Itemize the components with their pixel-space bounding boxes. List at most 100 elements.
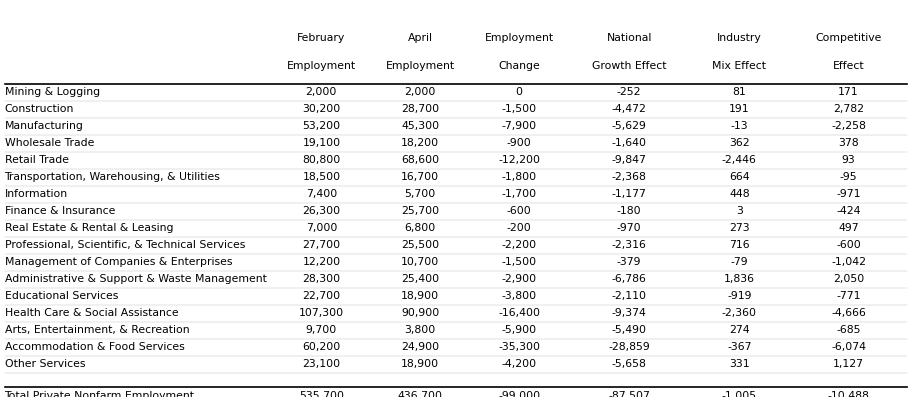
Text: 25,700: 25,700 bbox=[401, 206, 439, 216]
Text: 18,500: 18,500 bbox=[303, 172, 341, 182]
Text: 535,700: 535,700 bbox=[299, 391, 344, 397]
Text: 80,800: 80,800 bbox=[303, 155, 341, 165]
Text: -771: -771 bbox=[836, 291, 861, 301]
Text: 171: 171 bbox=[838, 87, 859, 97]
Text: 191: 191 bbox=[729, 104, 750, 114]
Text: -5,490: -5,490 bbox=[612, 326, 646, 335]
Text: -1,500: -1,500 bbox=[502, 257, 536, 267]
Text: -2,446: -2,446 bbox=[722, 155, 756, 165]
Text: 18,900: 18,900 bbox=[401, 359, 439, 369]
Text: 25,400: 25,400 bbox=[401, 274, 439, 284]
Text: -35,300: -35,300 bbox=[498, 342, 540, 353]
Text: 28,300: 28,300 bbox=[303, 274, 341, 284]
Text: -180: -180 bbox=[617, 206, 642, 216]
Text: -16,400: -16,400 bbox=[498, 308, 540, 318]
Text: -2,900: -2,900 bbox=[502, 274, 536, 284]
Text: Information: Information bbox=[5, 189, 67, 199]
Text: Mix Effect: Mix Effect bbox=[713, 61, 766, 71]
Text: 3,800: 3,800 bbox=[405, 326, 435, 335]
Text: -1,005: -1,005 bbox=[722, 391, 757, 397]
Text: Professional, Scientific, & Technical Services: Professional, Scientific, & Technical Se… bbox=[5, 240, 245, 251]
Text: 30,200: 30,200 bbox=[303, 104, 341, 114]
Text: Administrative & Support & Waste Management: Administrative & Support & Waste Managem… bbox=[5, 274, 266, 284]
Text: 18,200: 18,200 bbox=[401, 138, 439, 148]
Text: 26,300: 26,300 bbox=[303, 206, 341, 216]
Text: 5,700: 5,700 bbox=[405, 189, 435, 199]
Text: -2,110: -2,110 bbox=[612, 291, 646, 301]
Text: -95: -95 bbox=[840, 172, 857, 182]
Text: -7,900: -7,900 bbox=[502, 121, 536, 131]
Text: Employment: Employment bbox=[385, 61, 454, 71]
Text: -2,316: -2,316 bbox=[612, 240, 646, 251]
Text: -3,800: -3,800 bbox=[502, 291, 536, 301]
Text: Manufacturing: Manufacturing bbox=[5, 121, 84, 131]
Text: 7,400: 7,400 bbox=[305, 189, 337, 199]
Text: Real Estate & Rental & Leasing: Real Estate & Rental & Leasing bbox=[5, 224, 173, 233]
Text: 81: 81 bbox=[733, 87, 746, 97]
Text: -9,847: -9,847 bbox=[612, 155, 646, 165]
Text: Employment: Employment bbox=[484, 33, 554, 42]
Text: 45,300: 45,300 bbox=[401, 121, 439, 131]
Text: -252: -252 bbox=[617, 87, 642, 97]
Text: 7,000: 7,000 bbox=[305, 224, 337, 233]
Text: Arts, Entertainment, & Recreation: Arts, Entertainment, & Recreation bbox=[5, 326, 189, 335]
Text: -600: -600 bbox=[836, 240, 861, 251]
Text: -4,200: -4,200 bbox=[502, 359, 536, 369]
Text: Change: Change bbox=[498, 61, 540, 71]
Text: -919: -919 bbox=[727, 291, 752, 301]
Text: 12,200: 12,200 bbox=[303, 257, 341, 267]
Text: Educational Services: Educational Services bbox=[5, 291, 118, 301]
Text: 716: 716 bbox=[729, 240, 750, 251]
Text: Transportation, Warehousing, & Utilities: Transportation, Warehousing, & Utilities bbox=[5, 172, 220, 182]
Text: 90,900: 90,900 bbox=[401, 308, 439, 318]
Text: 93: 93 bbox=[842, 155, 855, 165]
Text: -971: -971 bbox=[836, 189, 861, 199]
Text: 331: 331 bbox=[729, 359, 750, 369]
Text: Accommodation & Food Services: Accommodation & Food Services bbox=[5, 342, 185, 353]
Text: 23,100: 23,100 bbox=[303, 359, 341, 369]
Text: 24,900: 24,900 bbox=[401, 342, 439, 353]
Text: Employment: Employment bbox=[287, 61, 356, 71]
Text: -970: -970 bbox=[617, 224, 642, 233]
Text: -1,042: -1,042 bbox=[831, 257, 866, 267]
Text: -5,900: -5,900 bbox=[502, 326, 536, 335]
Text: 107,300: 107,300 bbox=[299, 308, 344, 318]
Text: Construction: Construction bbox=[5, 104, 74, 114]
Text: Effect: Effect bbox=[833, 61, 864, 71]
Text: Wholesale Trade: Wholesale Trade bbox=[5, 138, 94, 148]
Text: -1,640: -1,640 bbox=[612, 138, 646, 148]
Text: 60,200: 60,200 bbox=[303, 342, 341, 353]
Text: -28,859: -28,859 bbox=[608, 342, 650, 353]
Text: 22,700: 22,700 bbox=[303, 291, 341, 301]
Text: -5,629: -5,629 bbox=[612, 121, 646, 131]
Text: Other Services: Other Services bbox=[5, 359, 85, 369]
Text: -13: -13 bbox=[731, 121, 748, 131]
Text: Finance & Insurance: Finance & Insurance bbox=[5, 206, 115, 216]
Text: 274: 274 bbox=[729, 326, 750, 335]
Text: -99,000: -99,000 bbox=[498, 391, 540, 397]
Text: -79: -79 bbox=[731, 257, 748, 267]
Text: -4,666: -4,666 bbox=[831, 308, 866, 318]
Text: 25,500: 25,500 bbox=[401, 240, 439, 251]
Text: 2,000: 2,000 bbox=[305, 87, 337, 97]
Text: April: April bbox=[408, 33, 433, 42]
Text: -87,507: -87,507 bbox=[608, 391, 650, 397]
Text: -6,786: -6,786 bbox=[612, 274, 646, 284]
Text: -1,500: -1,500 bbox=[502, 104, 536, 114]
Text: -10,488: -10,488 bbox=[827, 391, 869, 397]
Text: 273: 273 bbox=[729, 224, 750, 233]
Text: 448: 448 bbox=[729, 189, 750, 199]
Text: 378: 378 bbox=[838, 138, 859, 148]
Text: -200: -200 bbox=[506, 224, 532, 233]
Text: 68,600: 68,600 bbox=[401, 155, 439, 165]
Text: 53,200: 53,200 bbox=[303, 121, 341, 131]
Text: Management of Companies & Enterprises: Management of Companies & Enterprises bbox=[5, 257, 232, 267]
Text: -2,360: -2,360 bbox=[722, 308, 757, 318]
Text: -9,374: -9,374 bbox=[612, 308, 646, 318]
Text: Competitive: Competitive bbox=[815, 33, 882, 42]
Text: -1,800: -1,800 bbox=[502, 172, 536, 182]
Text: Industry: Industry bbox=[717, 33, 762, 42]
Text: 497: 497 bbox=[838, 224, 859, 233]
Text: National: National bbox=[606, 33, 652, 42]
Text: -367: -367 bbox=[727, 342, 752, 353]
